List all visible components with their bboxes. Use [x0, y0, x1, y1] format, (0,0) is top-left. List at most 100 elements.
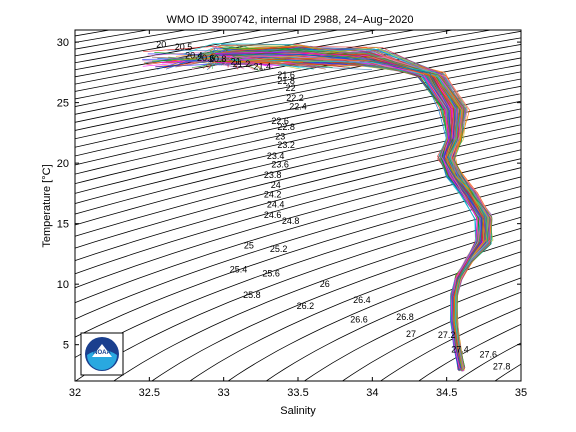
isopycnal-lines — [75, 30, 521, 381]
isopycnal-line — [75, 44, 521, 131]
isopycnal-label: 26.6 — [350, 314, 368, 324]
isopycnal-line — [75, 206, 521, 381]
isopycnal-line — [151, 227, 521, 381]
isopycnal-label: 22.6 — [271, 116, 289, 126]
y-tick-label: 15 — [57, 219, 69, 231]
isopycnal-label: 27.2 — [438, 330, 456, 340]
x-axis: 32 32.5 33 33.5 34 34.5 35 — [69, 30, 527, 399]
isopycnal-line — [113, 216, 521, 381]
isopycnal-line — [75, 37, 521, 123]
isopycnal-label: 26.2 — [297, 301, 315, 311]
isopycnal-label: 21.8 — [277, 76, 295, 86]
isopycnal-line — [75, 140, 521, 262]
isopycnal-line — [418, 323, 521, 381]
isopycnal-line — [379, 307, 521, 381]
isopycnal-line — [75, 57, 521, 148]
isopycnal-line — [75, 176, 521, 320]
isopycnal-line — [75, 116, 521, 226]
x-tick-label: 34 — [366, 387, 378, 399]
isopycnal-label: 27.8 — [493, 362, 511, 372]
isopycnal-line — [75, 30, 455, 100]
x-tick-label: 34.5 — [436, 387, 457, 399]
isopycnal-line — [75, 186, 521, 338]
isopycnal-line — [75, 64, 521, 157]
isopycnal-line — [75, 30, 417, 92]
isopycnal-line — [75, 132, 521, 249]
y-tick-label: 10 — [57, 279, 69, 291]
x-tick-label: 35 — [515, 387, 527, 399]
isopycnal-label: 22.2 — [286, 93, 304, 103]
x-tick-label: 32.5 — [139, 387, 160, 399]
isopycnal-line — [75, 196, 521, 358]
isopycnal-label: 21.2 — [233, 59, 251, 69]
isopycnal-label: 23.6 — [271, 159, 289, 169]
profile-line — [215, 51, 478, 369]
isopycnal-line — [75, 30, 521, 115]
isopycnal-label: 25.6 — [262, 268, 280, 278]
isopycnal-label: 26.8 — [396, 312, 414, 322]
profile-line — [230, 59, 488, 371]
isopycnal-label: 27 — [406, 329, 416, 339]
isopycnal-line — [75, 108, 521, 215]
profile-line — [203, 45, 488, 369]
isopycnal-label: 25.2 — [270, 244, 288, 254]
isopycnal-label: 27.4 — [451, 345, 469, 355]
isopycnal-label: 24.8 — [282, 216, 300, 226]
noaa-logo: NOAA — [80, 332, 124, 376]
isopycnal-label: 21.4 — [254, 61, 272, 71]
isopycnal-line — [75, 167, 521, 304]
profile-line — [181, 53, 483, 369]
isopycnal-label: 23.8 — [264, 170, 282, 180]
isopycnal-label: 21 — [231, 57, 241, 67]
profile-line — [219, 53, 484, 368]
x-tick-label: 33.5 — [287, 387, 308, 399]
isopycnal-label: 23.2 — [277, 140, 295, 150]
isopycnal-line — [227, 251, 521, 381]
isopycnal-line — [75, 149, 521, 275]
isopycnal-line — [75, 71, 521, 166]
isopycnal-label: 23 — [275, 132, 285, 142]
x-axis-label: Salinity — [280, 405, 316, 417]
isopycnal-label: 20.4 — [185, 50, 203, 60]
isopycnal-label: 26.4 — [353, 295, 371, 305]
isopycnal-label: 22.8 — [277, 122, 295, 132]
x-tick-label: 33 — [218, 387, 230, 399]
isopycnal-label: 26 — [320, 279, 330, 289]
isopycnal-label: 24.2 — [264, 190, 282, 200]
logo-text: NOAA — [93, 350, 111, 356]
isopycnal-line — [75, 158, 521, 289]
isopycnal-label: 27.6 — [480, 349, 498, 359]
isopycnal-label: 21.6 — [277, 70, 295, 80]
isopycnal-line — [75, 50, 521, 140]
isopycnal-line — [341, 291, 521, 381]
isopycnal-line — [303, 277, 521, 381]
isopycnal-label: 22.4 — [289, 101, 307, 111]
x-tick-label: 32 — [69, 387, 81, 399]
isopycnal-label: 25.8 — [243, 290, 261, 300]
isopycnal-label: 24.4 — [267, 199, 285, 209]
isopycnal-label: 23.4 — [267, 151, 285, 161]
isopycnal-line — [265, 264, 521, 381]
isopycnal-label: 24 — [271, 180, 281, 190]
isopycnal-label: 22 — [286, 83, 296, 93]
y-tick-label: 5 — [63, 340, 69, 352]
y-tick-label: 25 — [57, 98, 69, 110]
isopycnal-label: 20.6 — [197, 53, 215, 63]
isopycnal-line — [75, 124, 521, 237]
isopycnal-label: 20 — [156, 40, 166, 50]
isopycnal-line — [75, 78, 521, 175]
isopycnal-label: 20.5 — [175, 42, 193, 52]
isopycnal-line — [75, 30, 494, 107]
y-axis-label: Temperature [°C] — [41, 164, 53, 247]
y-axis: 5 10 15 20 25 30 — [57, 37, 521, 352]
isopycnal-label: 20.8 — [209, 54, 227, 64]
profile-line — [225, 57, 487, 369]
isopycnal-label: 24.6 — [264, 210, 282, 220]
profile-lines — [142, 43, 494, 372]
y-tick-label: 30 — [57, 37, 69, 49]
isopycnal-line — [189, 239, 521, 381]
y-tick-label: 20 — [57, 158, 69, 170]
isopycnal-label: 25.4 — [230, 265, 248, 275]
